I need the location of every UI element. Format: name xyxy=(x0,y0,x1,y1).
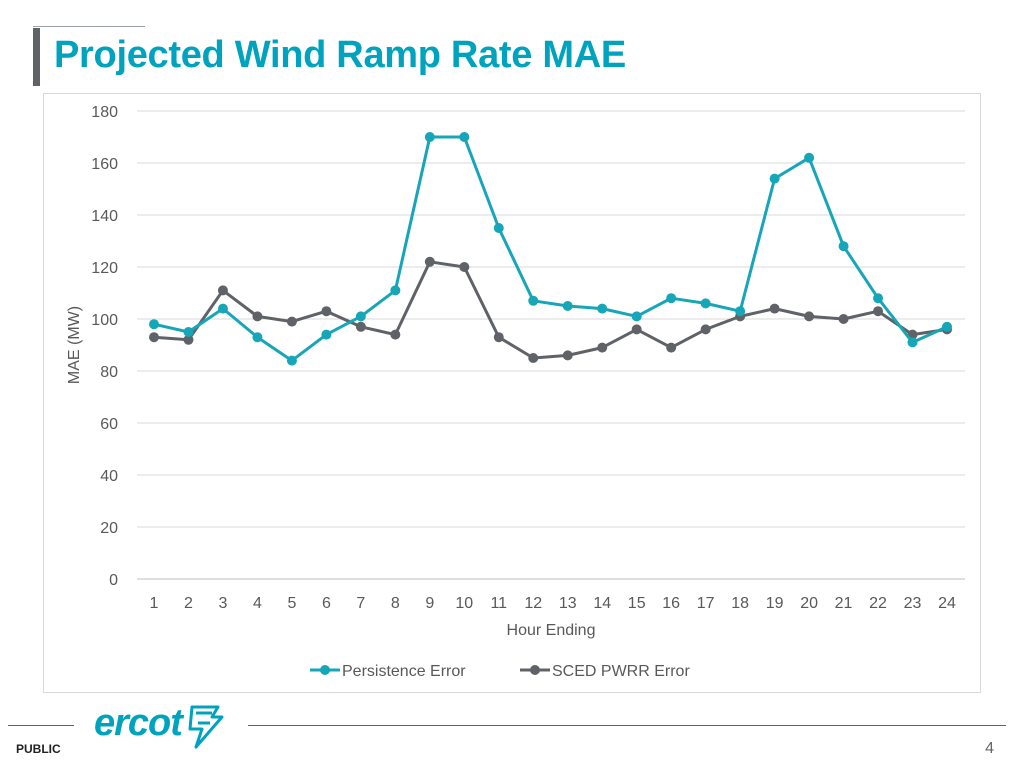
sced-point xyxy=(769,303,780,314)
persistence-point xyxy=(942,321,952,332)
x-tick-label: 8 xyxy=(391,595,400,612)
x-tick-label: 21 xyxy=(835,595,853,612)
title-accent-bar xyxy=(33,28,40,86)
persistence-point xyxy=(631,311,642,322)
x-tick-label: 22 xyxy=(869,595,887,612)
persistence-point xyxy=(355,311,366,322)
sced-point xyxy=(286,316,297,327)
sced-point xyxy=(355,321,366,332)
legend-persistence-label: Persistence Error xyxy=(342,663,466,680)
sced-point xyxy=(804,311,815,322)
y-tick-label: 160 xyxy=(91,156,118,173)
footer-classification: PUBLIC xyxy=(16,742,61,756)
x-tick-label: 24 xyxy=(938,595,956,612)
persistence-point xyxy=(804,152,815,163)
x-tick-label: 7 xyxy=(356,595,365,612)
persistence-point xyxy=(493,223,504,233)
persistence-point xyxy=(838,241,849,252)
persistence-point xyxy=(735,306,746,317)
persistence-point xyxy=(700,298,711,309)
persistence-point xyxy=(252,332,263,343)
ercot-logo: ercot xyxy=(94,702,183,744)
persistence-point xyxy=(873,293,884,304)
persistence-point xyxy=(149,319,159,330)
sced-point xyxy=(562,350,573,361)
sced-point xyxy=(528,353,539,363)
persistence-point xyxy=(424,132,435,142)
x-tick-label: 12 xyxy=(524,595,542,612)
sced-point xyxy=(493,332,504,343)
persistence-point xyxy=(321,329,332,340)
y-tick-label: 0 xyxy=(109,572,118,589)
footer-rule-left xyxy=(8,725,74,726)
x-tick-label: 10 xyxy=(455,595,473,612)
sced-point xyxy=(149,332,159,343)
x-tick-label: 19 xyxy=(766,595,784,612)
persistence-point xyxy=(769,173,780,184)
x-tick-label: 14 xyxy=(593,595,611,612)
x-tick-label: 4 xyxy=(253,595,262,612)
persistence-point xyxy=(390,285,401,296)
persistence-point xyxy=(562,301,573,311)
x-tick-label: 2 xyxy=(184,595,193,612)
x-tick-label: 9 xyxy=(425,595,434,612)
sced-point xyxy=(459,262,470,272)
persistence-point xyxy=(217,303,228,314)
x-tick-label: 17 xyxy=(697,595,715,612)
y-tick-label: 140 xyxy=(91,208,118,225)
page-number: 4 xyxy=(985,740,994,757)
sced-point xyxy=(838,314,849,324)
sced-point xyxy=(390,329,401,340)
series-line-persistence xyxy=(153,135,948,363)
chart-frame xyxy=(43,93,981,693)
legend-sced-marker xyxy=(530,665,540,675)
footer-rule-right xyxy=(248,725,1006,726)
ercot-logo-mark-icon xyxy=(188,705,224,749)
x-tick-label: 20 xyxy=(800,595,818,612)
legend-persistence-marker xyxy=(320,665,330,675)
series-line-sced xyxy=(153,260,948,360)
sced-point xyxy=(217,285,228,296)
sced-point xyxy=(252,311,263,322)
persistence-point xyxy=(459,132,470,142)
title-top-rule xyxy=(33,26,145,27)
y-tick-label: 60 xyxy=(100,416,118,433)
sced-point xyxy=(321,306,332,317)
sced-point xyxy=(873,306,884,317)
legend-sced-label: SCED PWRR Error xyxy=(552,663,690,680)
persistence-point xyxy=(528,295,539,306)
sced-point xyxy=(631,324,642,335)
y-tick-label: 40 xyxy=(100,468,118,485)
y-tick-label: 180 xyxy=(91,104,118,121)
x-tick-label: 13 xyxy=(559,595,577,612)
x-tick-label: 23 xyxy=(904,595,922,612)
y-tick-label: 20 xyxy=(100,520,118,537)
sced-point xyxy=(424,256,435,267)
sced-point xyxy=(183,334,194,345)
y-tick-label: 80 xyxy=(100,364,118,381)
y-tick-label: 120 xyxy=(91,260,118,277)
persistence-point xyxy=(666,293,677,304)
x-axis-title: Hour Ending xyxy=(507,622,596,639)
x-tick-label: 16 xyxy=(662,595,680,612)
persistence-point xyxy=(907,337,918,348)
sced-point xyxy=(700,324,711,335)
x-tick-label: 3 xyxy=(219,595,228,612)
x-tick-label: 11 xyxy=(490,595,507,612)
x-tick-label: 1 xyxy=(150,595,159,612)
sced-point xyxy=(597,342,608,353)
x-tick-label: 15 xyxy=(628,595,646,612)
x-tick-label: 6 xyxy=(322,595,331,612)
x-tick-label: 18 xyxy=(731,595,749,612)
y-tick-label: 100 xyxy=(91,312,118,329)
y-axis-title: MAE (MW) xyxy=(66,306,83,384)
persistence-point xyxy=(286,355,297,366)
page-title: Projected Wind Ramp Rate MAE xyxy=(54,34,626,76)
sced-point xyxy=(666,342,677,353)
persistence-point xyxy=(597,303,608,314)
x-tick-label: 5 xyxy=(287,595,296,612)
persistence-point xyxy=(183,327,194,337)
